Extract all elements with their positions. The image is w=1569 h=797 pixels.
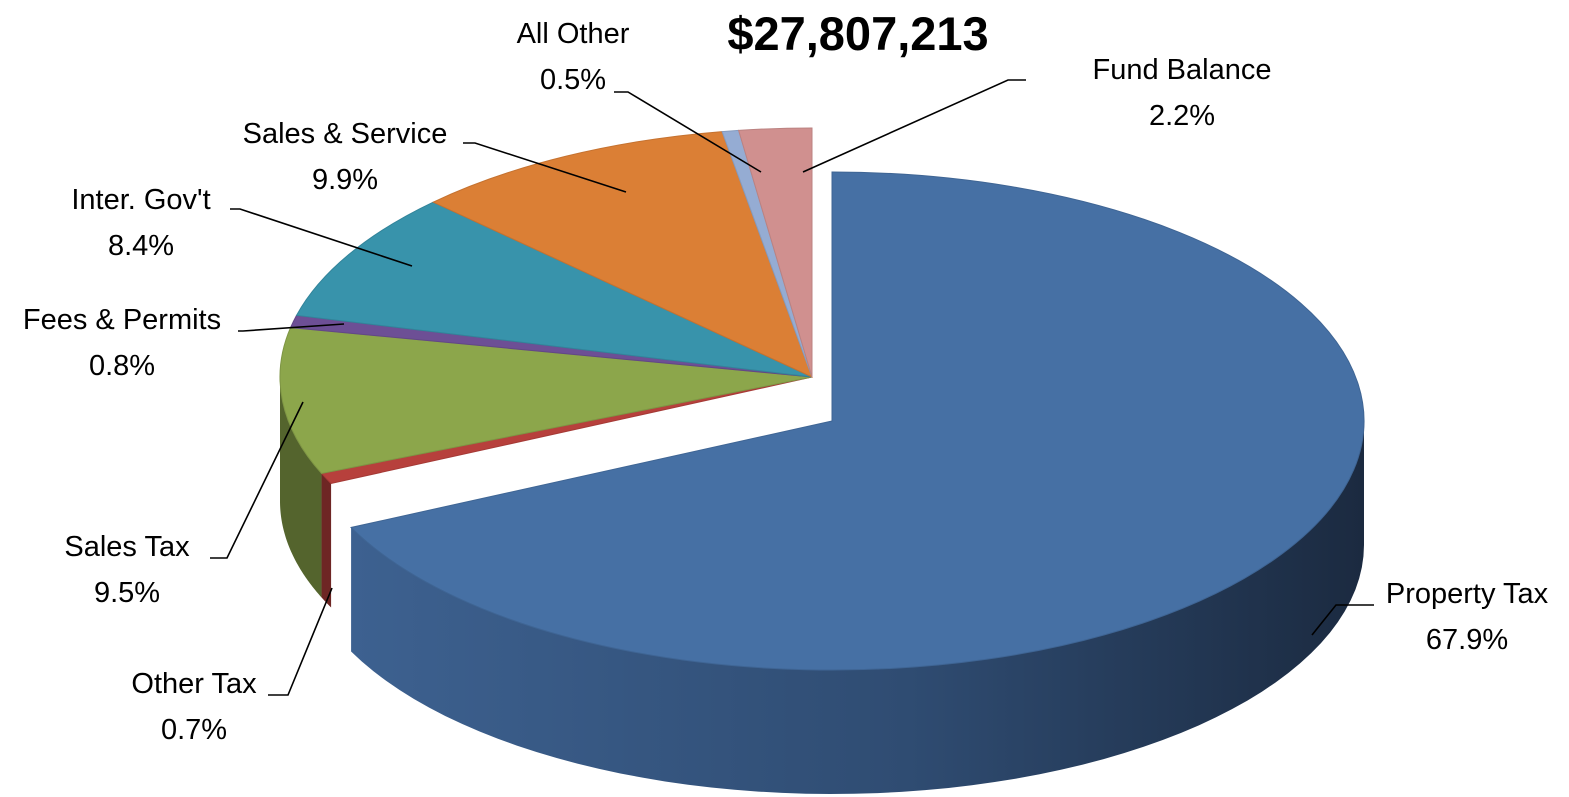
slice-side-1 <box>321 473 332 608</box>
slice-label-name: Property Tax <box>1386 578 1549 610</box>
slice-label-name: Sales & Service <box>243 118 448 150</box>
slice-labels: Property Tax 67.9% Other Tax 0.7% Sales Tax 9… <box>23 18 1549 746</box>
slice-label-percent: 2.2% <box>1149 100 1215 132</box>
slice-inter-gov-t <box>295 201 813 378</box>
slice-label-percent: 0.7% <box>161 714 227 746</box>
slice-fund-balance <box>737 127 813 378</box>
slice-label-name: Other Tax <box>131 668 257 700</box>
leader-line <box>1311 604 1374 636</box>
leader-line <box>463 142 627 193</box>
chart-title: $27,807,213 <box>727 7 988 60</box>
slice-label-name: Inter. Gov't <box>71 184 210 216</box>
pie-sides <box>280 377 1365 794</box>
slice-label-percent: 8.4% <box>108 230 174 262</box>
leader-line <box>238 323 345 332</box>
slice-side-2 <box>280 377 322 598</box>
slice-label-percent: 67.9% <box>1426 624 1508 656</box>
slice-label-name: Fees & Permits <box>23 304 221 336</box>
leader-line <box>268 587 333 696</box>
slice-label-percent: 0.5% <box>540 64 606 96</box>
leader-line <box>210 401 304 559</box>
slice-label-name: Fund Balance <box>1093 54 1272 86</box>
slice-label-percent: 9.9% <box>312 164 378 196</box>
slice-label-name: Sales Tax <box>64 531 190 563</box>
slice-property-tax <box>350 171 1365 671</box>
slice-label-percent: 0.8% <box>89 350 155 382</box>
slice-sales-tax <box>279 327 813 475</box>
pie-slices <box>279 127 1365 671</box>
slice-side-0 <box>351 421 1365 794</box>
slice-label-percent: 9.5% <box>94 577 160 609</box>
leader-line <box>802 79 1026 173</box>
slice-sales-service <box>431 131 813 378</box>
slice-label-name: All Other <box>517 18 630 50</box>
leader-line <box>614 91 762 173</box>
leader-line <box>230 208 413 267</box>
leader-lines <box>210 79 1374 696</box>
